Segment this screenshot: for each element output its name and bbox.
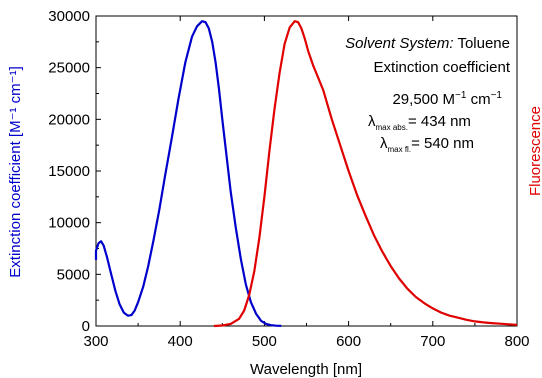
x-tick-label: 700 (420, 333, 445, 350)
annotation-epsilon-number: 29,500 M (392, 91, 455, 108)
annotation-lambda-abs-value: = 434 nm (408, 113, 471, 130)
y-tick-label: 0 (82, 318, 90, 335)
annotation-epsilon-unit: cm (466, 91, 490, 108)
y-tick-label: 15000 (48, 163, 90, 180)
annotation-lambda-abs-symbol: λ (368, 113, 376, 130)
y-axis-label-right: Fluorescence (527, 106, 542, 196)
series-layer (94, 20, 518, 328)
x-tick-label: 600 (336, 333, 361, 350)
annotation-solvent: Solvent System: Toluene (345, 35, 510, 52)
y-tick-label: 5000 (57, 266, 90, 283)
x-tick-label: 500 (252, 333, 277, 350)
annotation-lambda-abs: λmax abs.= 434 nm (368, 113, 471, 132)
x-axis-label: Wavelength [nm] (250, 361, 362, 378)
annotation-lambda-fl-symbol: λ (380, 135, 388, 152)
annotation-solvent-label: Solvent System: (345, 35, 453, 52)
annotation-lambda-fl-sub: max fl. (388, 145, 412, 154)
series-line-1 (94, 20, 282, 327)
x-tick-label: 300 (83, 333, 108, 350)
y-tick-label: 10000 (48, 215, 90, 232)
y-axis-label: Extinction coefficient [M⁻¹ cm⁻¹] (7, 66, 24, 277)
y-tick-label: 30000 (48, 8, 90, 25)
annotation-epsilon-exp1: −1 (455, 90, 467, 101)
x-tick-label: 400 (168, 333, 193, 350)
annotation-solvent-value: Toluene (454, 35, 510, 52)
annotation-lambda-abs-sub: max abs. (376, 123, 408, 132)
annotation-lambda-fl: λmax fl.= 540 nm (380, 135, 474, 154)
y-tick-label: 20000 (48, 111, 90, 128)
series-line-2 (213, 20, 518, 328)
x-axis-ticks: 300 400 500 600 700 800 (83, 16, 530, 350)
annotation-epsilon-exp2: −1 (491, 90, 503, 101)
annotation-extinction-title: Extinction coefficient (374, 59, 511, 76)
annotation-epsilon-value: 29,500 M−1 cm−1 (392, 90, 502, 108)
y-tick-label: 25000 (48, 60, 90, 77)
y-axis-ticks: 0 5000 10000 15000 20000 25000 30000 (48, 8, 101, 335)
x-tick-label: 800 (504, 333, 529, 350)
annotation-lambda-fl-value: = 540 nm (411, 135, 474, 152)
